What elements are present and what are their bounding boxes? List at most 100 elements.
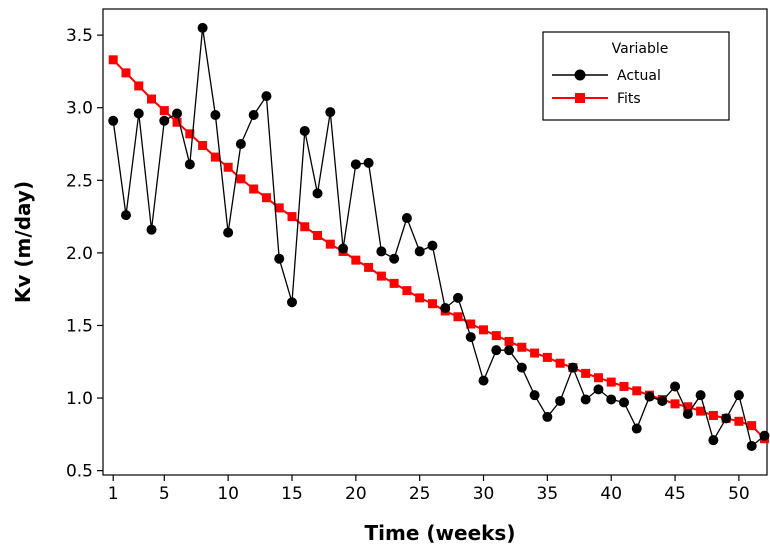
fits-point [606, 377, 616, 387]
actual-point [746, 440, 757, 451]
y-axis: 0.5 1.0 1.5 2.0 2.5 3.0 3.5 [66, 26, 103, 482]
x-tick-label: 15 [281, 484, 303, 504]
x-tick-label: 45 [664, 484, 686, 504]
fits-point [198, 140, 208, 150]
fits-point [593, 373, 603, 383]
actual-point [542, 411, 553, 422]
fits-point [351, 255, 361, 265]
actual-point [389, 253, 400, 264]
actual-point [120, 210, 131, 221]
fits-point [504, 336, 514, 346]
actual-point [350, 159, 361, 170]
actual-point [644, 391, 655, 402]
fits-point [632, 386, 642, 396]
fits-point [287, 212, 297, 222]
actual-point [427, 240, 438, 251]
actual-point [440, 303, 451, 314]
actual-point [721, 413, 732, 424]
fits-point [747, 421, 757, 431]
series-fits [108, 55, 769, 444]
fits-point [185, 129, 195, 139]
actual-point [618, 397, 629, 408]
actual-point [491, 345, 502, 356]
legend-actual-label: Actual [617, 68, 661, 84]
x-tick-label: 50 [728, 484, 750, 504]
series-line-fits [112, 59, 766, 440]
actual-point [299, 125, 310, 136]
actual-point [708, 435, 719, 446]
legend-actual-marker [574, 69, 586, 81]
actual-point [325, 107, 336, 118]
fits-point [121, 68, 131, 78]
actual-point [133, 108, 144, 119]
actual-point [516, 362, 527, 373]
plot-frame [102, 8, 768, 476]
fits-point [696, 406, 706, 416]
actual-point [657, 395, 668, 406]
y-tick-label: 1.5 [66, 316, 93, 336]
legend-box [542, 31, 730, 121]
actual-point [312, 188, 323, 199]
actual-point [452, 292, 463, 303]
fits-point [261, 193, 271, 203]
fits-point [402, 286, 412, 296]
actual-point [401, 213, 412, 224]
actual-point [376, 246, 387, 257]
y-tick-label: 3.0 [66, 99, 93, 119]
fits-point [249, 184, 259, 194]
fits-point [453, 312, 463, 322]
actual-point [108, 115, 119, 126]
fits-point [670, 399, 680, 409]
series-layer [108, 22, 770, 451]
actual-point [235, 139, 246, 150]
actual-point [504, 345, 515, 356]
fits-point [223, 162, 233, 172]
actual-point [682, 409, 693, 420]
fits-point [734, 416, 744, 426]
x-tick-label: 5 [159, 484, 170, 504]
fits-point [479, 325, 489, 335]
actual-point [695, 390, 706, 401]
fits-point [555, 358, 565, 368]
actual-point [159, 115, 170, 126]
actual-point [210, 109, 221, 120]
y-axis-title: Kv (m/day) [11, 181, 35, 303]
fits-point [415, 293, 425, 303]
x-tick-label: 1 [108, 484, 119, 504]
actual-point [567, 362, 578, 373]
fits-point [108, 55, 118, 65]
fits-point [172, 117, 182, 127]
actual-point [274, 253, 285, 264]
actual-point [733, 390, 744, 401]
actual-point [631, 423, 642, 434]
fits-point [542, 352, 552, 362]
actual-point [223, 227, 234, 238]
fits-point [376, 271, 386, 281]
actual-point [338, 243, 349, 254]
fits-point [466, 319, 476, 329]
fits-point [274, 203, 284, 213]
fits-point [619, 381, 629, 391]
x-tick-label: 35 [537, 484, 559, 504]
x-tick-label: 20 [345, 484, 367, 504]
actual-point [593, 384, 604, 395]
series-line-actual [112, 27, 765, 448]
fits-point [708, 410, 718, 420]
x-axis-title: Time (weeks) [365, 521, 516, 545]
actual-point [172, 108, 183, 119]
actual-point [184, 159, 195, 170]
y-tick-label: 2.0 [66, 244, 93, 264]
actual-point [580, 394, 591, 405]
fits-point [517, 342, 527, 352]
fits-point [530, 348, 540, 358]
actual-point [363, 157, 374, 168]
fits-point [210, 152, 220, 162]
fits-point [147, 94, 157, 104]
actual-point [670, 381, 681, 392]
fits-point [236, 174, 246, 184]
x-tick-label: 10 [217, 484, 239, 504]
actual-point [555, 395, 566, 406]
fits-point [159, 106, 169, 116]
series-actual [108, 22, 770, 451]
